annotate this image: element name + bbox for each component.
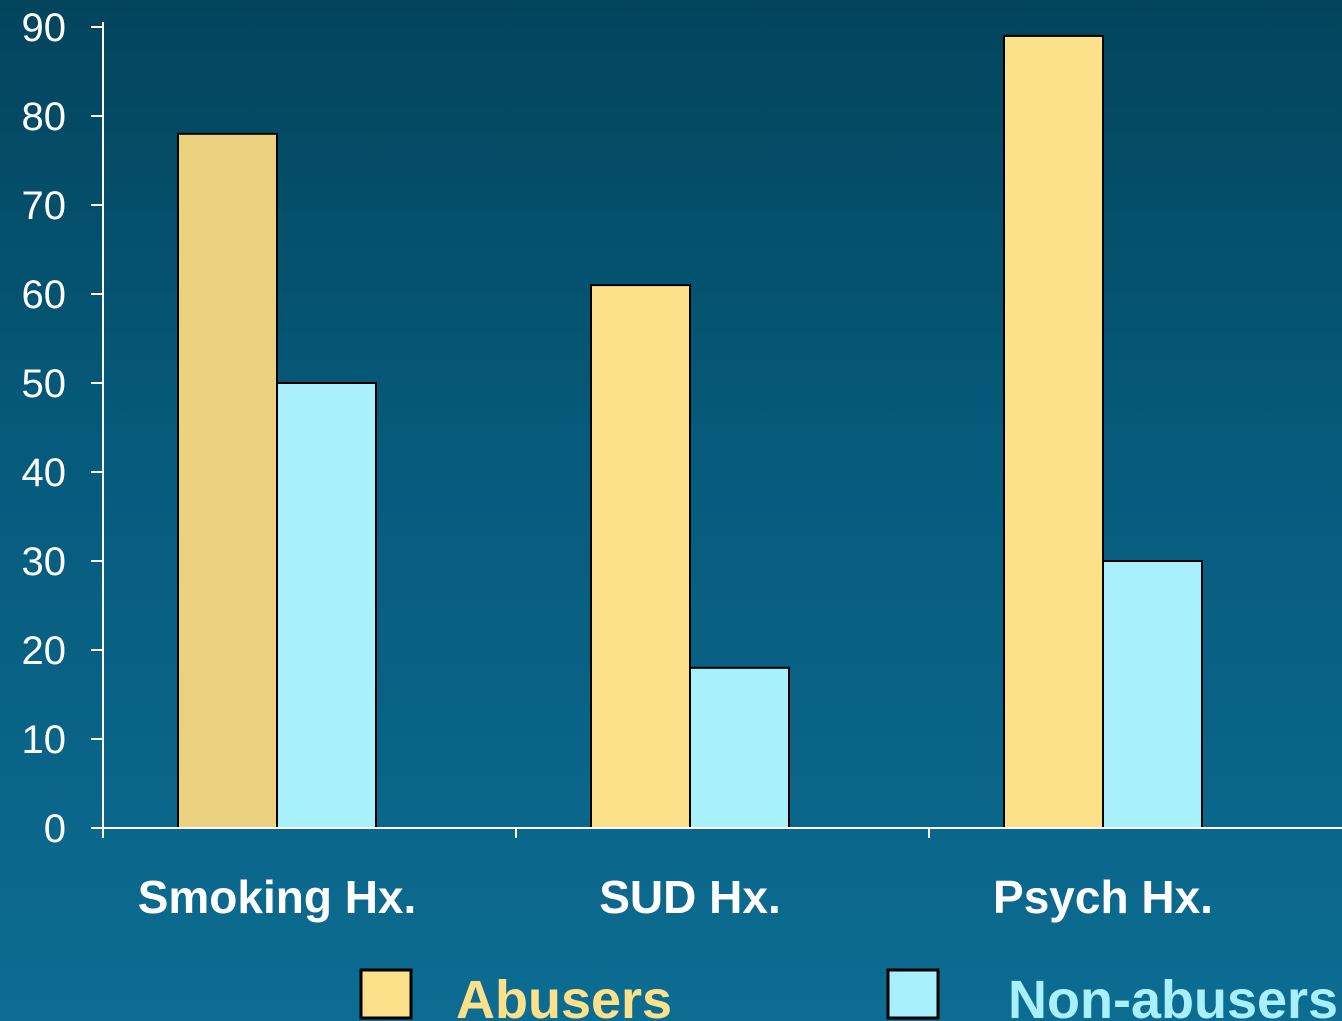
y-tick-label: 40 (22, 451, 67, 495)
legend-swatch-abusers (359, 968, 413, 1020)
x-labels-group: Smoking Hx. SUD Hx. Psych Hx. (138, 871, 1213, 923)
y-tick-label: 50 (22, 362, 67, 406)
x-category-label: SUD Hx. (599, 871, 780, 923)
x-category-label: Psych Hx. (993, 871, 1213, 923)
bar-abusers-psych-hx (1003, 34, 1104, 829)
legend: Abusers Non-abusers (359, 968, 1338, 1021)
bar-abusers-smoking-hx (177, 132, 278, 830)
axes-group (102, 22, 1342, 838)
y-tick-label: 60 (22, 273, 67, 317)
y-ticks-group: 0 10 20 30 40 50 60 70 80 90 (22, 6, 103, 851)
bar-non-abusers-sud-hx (689, 666, 790, 829)
bar-non-abusers-smoking-hx (276, 382, 377, 829)
x-category-label: Smoking Hx. (138, 871, 417, 923)
y-tick-label: 0 (44, 807, 66, 851)
y-tick-label: 10 (22, 718, 67, 762)
bars-group (177, 34, 1203, 830)
y-tick-label: 20 (22, 629, 67, 673)
legend-label-non-abusers: Non-abusers (1008, 970, 1338, 1021)
legend-swatch-non-abusers (886, 968, 940, 1020)
y-tick-label: 80 (22, 95, 67, 139)
bar-non-abusers-psych-hx (1102, 560, 1203, 829)
y-tick-label: 30 (22, 540, 67, 584)
y-tick-label: 90 (22, 6, 67, 50)
y-tick-label: 70 (22, 184, 67, 228)
bar-abusers-sud-hx (590, 284, 691, 830)
legend-label-abusers: Abusers (456, 970, 672, 1021)
